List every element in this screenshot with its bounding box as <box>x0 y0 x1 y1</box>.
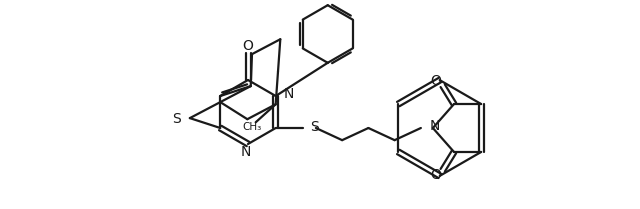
Text: N: N <box>241 145 251 159</box>
Text: S: S <box>310 120 319 134</box>
Text: N: N <box>429 119 440 133</box>
Text: O: O <box>430 168 441 182</box>
Text: O: O <box>243 39 253 53</box>
Text: N: N <box>284 87 294 101</box>
Text: S: S <box>172 112 181 126</box>
Text: O: O <box>430 74 441 88</box>
Text: CH₃: CH₃ <box>242 122 261 132</box>
